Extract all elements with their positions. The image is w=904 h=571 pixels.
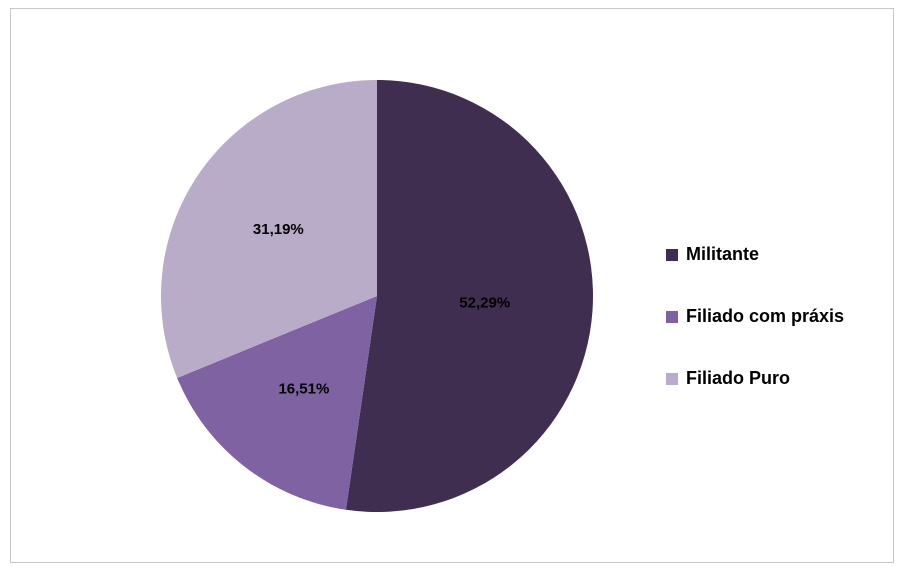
data-label-filiado-com-praxis: 16,51% <box>278 381 329 398</box>
legend-item-militante: Militante <box>666 239 844 270</box>
legend-swatch-militante <box>666 248 678 261</box>
pie-slice-militante <box>345 80 593 512</box>
legend-label-filiado-puro: Filiado Puro <box>686 368 791 388</box>
pie-slice-filiado-puro <box>161 80 377 378</box>
legend-label-filiado-com-praxis: Filiado com práxis <box>686 306 845 326</box>
legend-swatch-filiado-puro <box>666 372 678 385</box>
legend: Militante Filiado com práxis Filiado Pur… <box>666 239 844 425</box>
legend-swatch-filiado-com-praxis <box>666 310 678 323</box>
legend-label-militante: Militante <box>686 244 760 264</box>
data-label-militante: 52,29% <box>459 295 510 312</box>
pie-slice-filiado-com-praxis <box>177 296 377 510</box>
chart-area: 52,29% 16,51% 31,19% Militante Filiado com… <box>10 8 894 563</box>
legend-item-filiado-puro: Filiado Puro <box>666 363 844 394</box>
pie-chart: 52,29% 16,51% 31,19% <box>161 80 593 512</box>
data-label-filiado-puro: 31,19% <box>253 221 304 238</box>
legend-item-filiado-com-praxis: Filiado com práxis <box>666 301 844 332</box>
